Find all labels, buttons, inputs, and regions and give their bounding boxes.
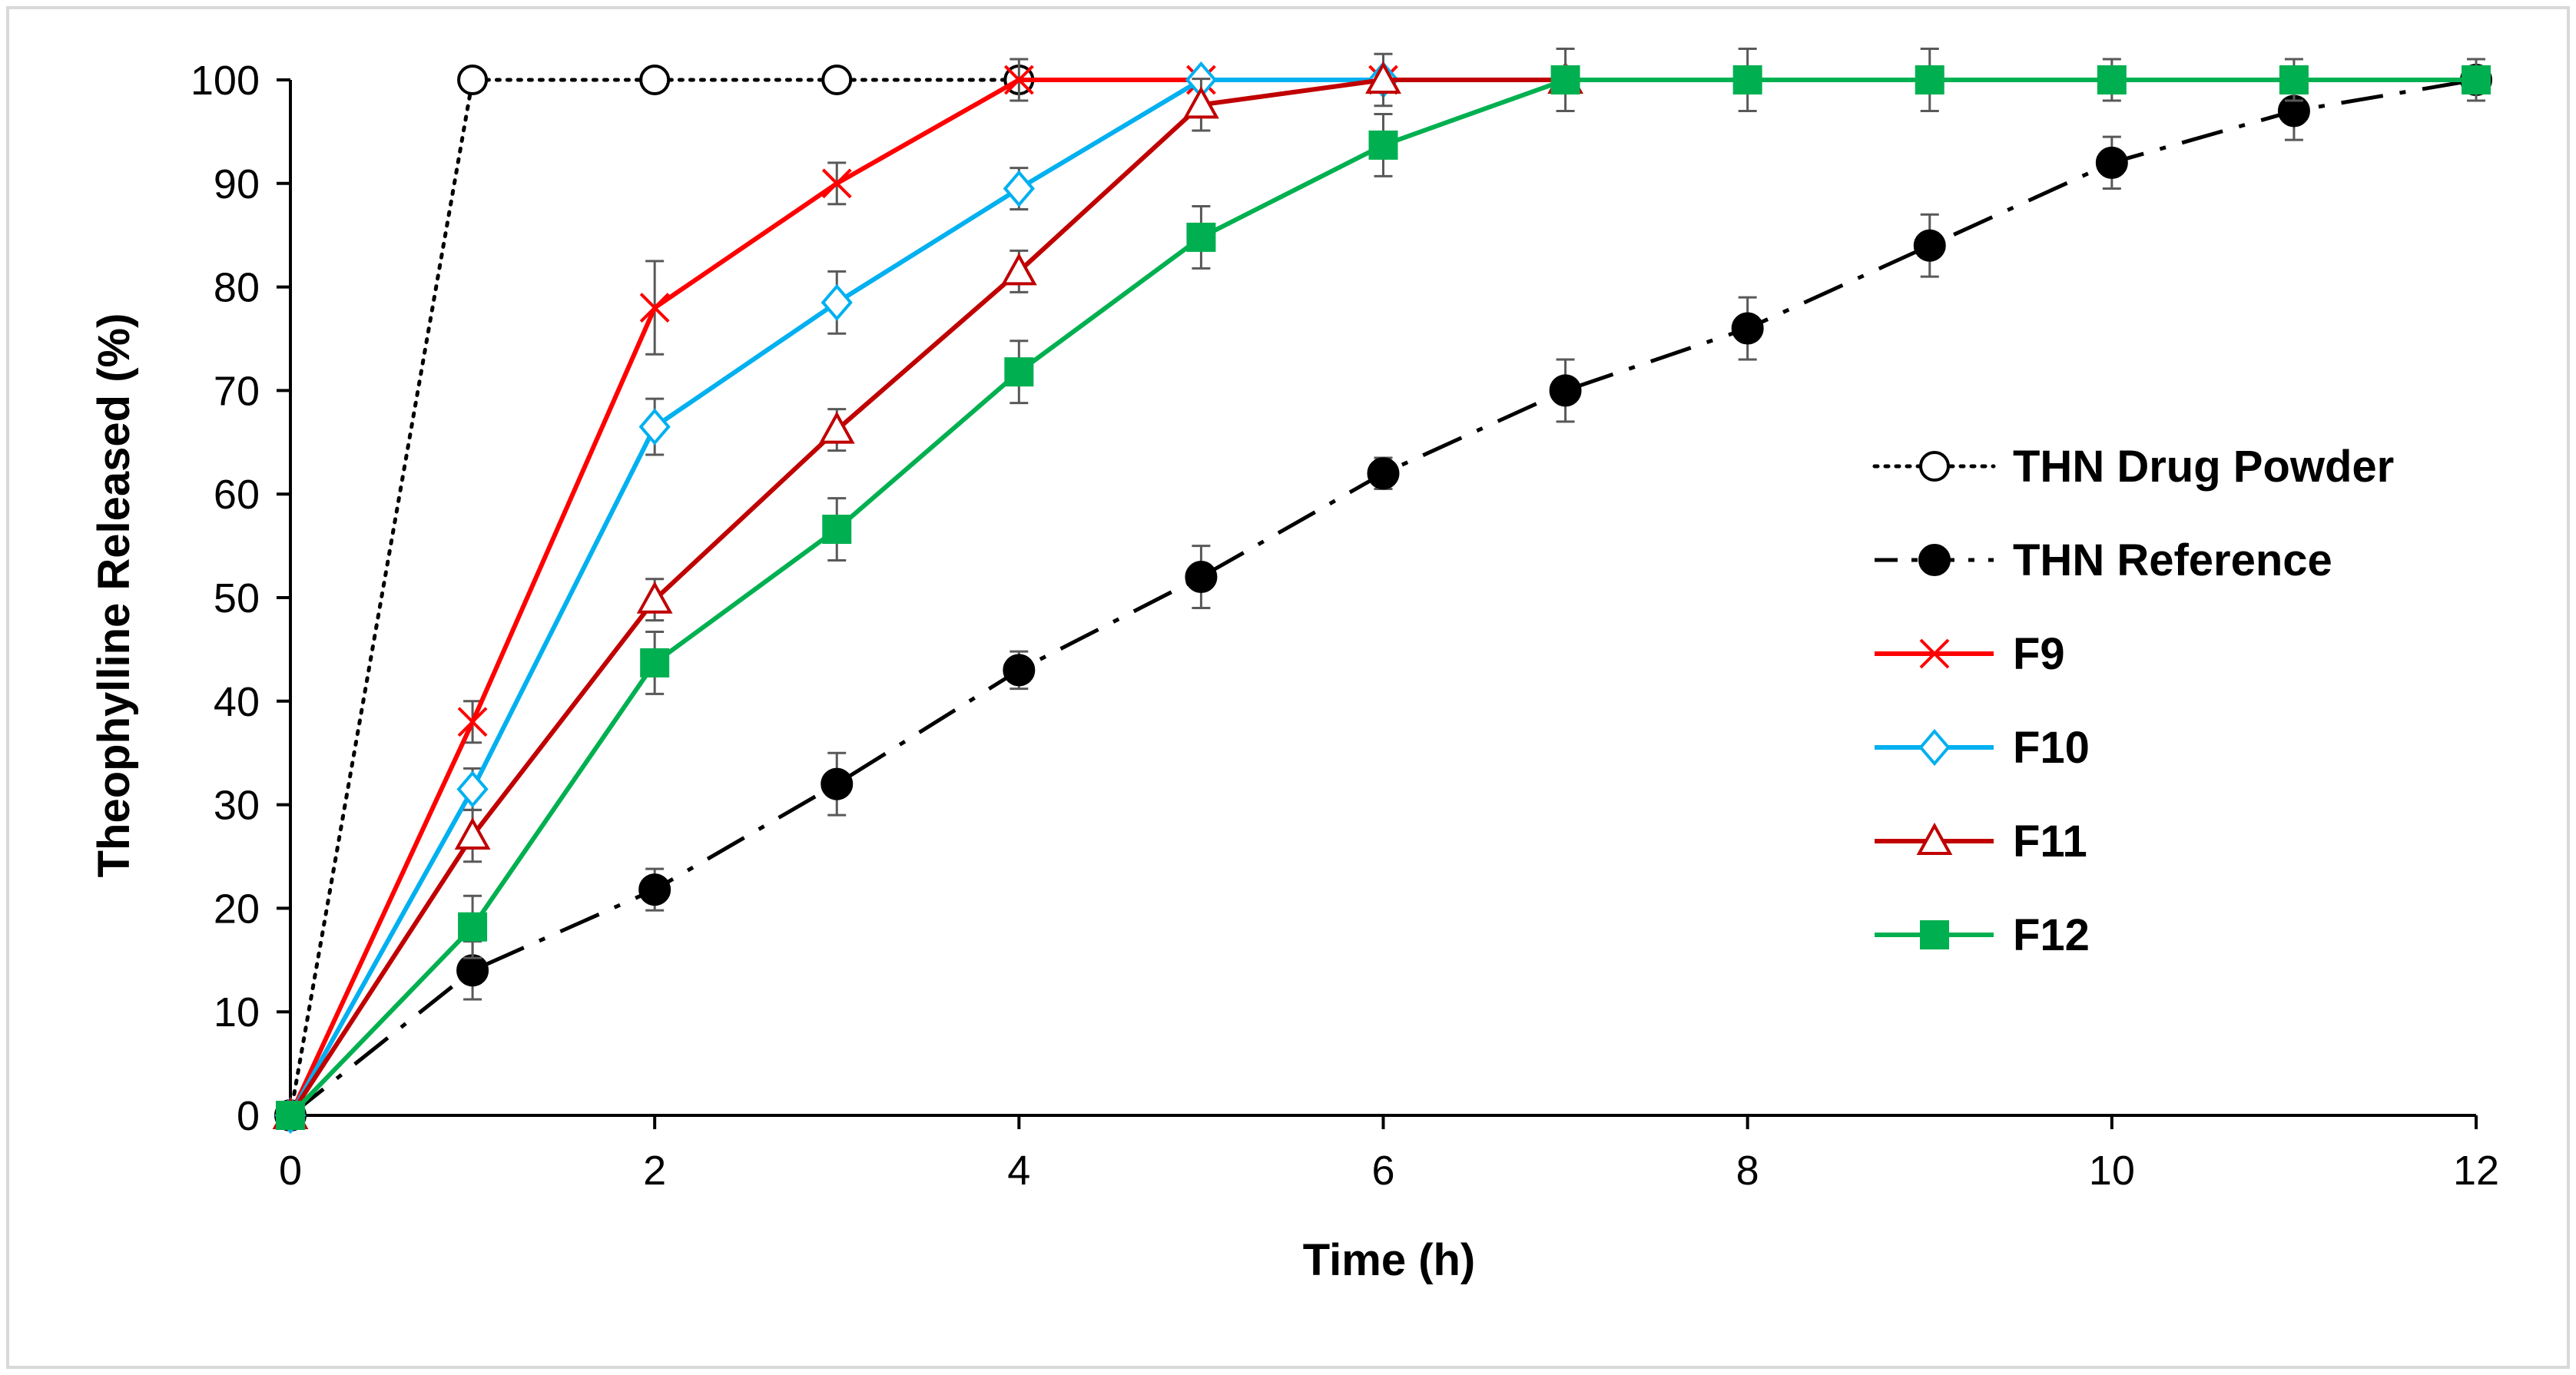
- plot-area: [272, 48, 2492, 1135]
- data-point: [639, 65, 671, 95]
- data-point: [1732, 65, 1762, 94]
- data-point: [454, 817, 491, 850]
- data-point: [1365, 61, 1401, 94]
- y-tick-label: 60: [214, 472, 260, 518]
- y-tick-label: 20: [214, 886, 260, 932]
- data-point: [456, 954, 489, 987]
- data-point: [640, 648, 670, 678]
- data-point: [1003, 65, 1034, 95]
- data-point: [456, 770, 489, 808]
- data-point: [822, 515, 852, 545]
- data-point: [458, 912, 488, 942]
- data-point: [2279, 65, 2309, 94]
- legend-swatch-marker: [1919, 451, 1950, 482]
- data-point: [1183, 86, 1219, 119]
- data-point: [2462, 65, 2491, 94]
- data-point: [1915, 65, 1944, 94]
- data-point: [1368, 130, 1398, 160]
- data-point: [1367, 457, 1400, 490]
- legend-label: THN Drug Powder: [2013, 442, 2394, 492]
- data-point: [276, 1101, 305, 1130]
- x-axis-title: Time (h): [1303, 1235, 1476, 1285]
- y-axis-title: Theophylline Released (%): [89, 313, 139, 878]
- data-point: [1186, 222, 1216, 252]
- data-point: [457, 707, 488, 737]
- legend-swatch-marker: [1918, 728, 1951, 767]
- data-point: [821, 767, 854, 800]
- legend-item: F11: [1875, 817, 2087, 866]
- legend-swatch-marker: [1920, 920, 1949, 949]
- y-tick-label: 30: [214, 783, 260, 829]
- x-tick-label: 4: [1007, 1148, 1030, 1194]
- data-point: [1003, 170, 1035, 207]
- legend-swatch-marker: [1918, 544, 1951, 576]
- y-tick-label: 70: [214, 368, 260, 414]
- x-tick-label: 2: [643, 1148, 666, 1194]
- y-tick-label: 10: [214, 989, 260, 1035]
- chart-frame: [6, 6, 2570, 1369]
- data-point: [821, 168, 852, 199]
- axes: 0 10 20 30 40 50 60 70 80 90 100 0 2 4 6 8 10 12: [191, 58, 2499, 1194]
- series-f11: [272, 52, 1583, 1129]
- legend-item: THN Drug Powder: [1872, 442, 2394, 492]
- data-point: [821, 65, 853, 95]
- x-tick-label: 12: [2453, 1148, 2499, 1194]
- legend-label: F10: [2013, 723, 2090, 773]
- y-tick-label: 80: [214, 265, 260, 311]
- x-tick-label: 8: [1736, 1148, 1759, 1194]
- data-point: [818, 411, 855, 444]
- data-point: [2097, 65, 2127, 94]
- legend: THN Drug Powder THN Reference F9 F10 F11 F12: [1872, 442, 2394, 960]
- x-tick-label: 0: [279, 1148, 302, 1194]
- legend-swatch-marker: [1919, 638, 1950, 669]
- data-point: [638, 873, 671, 906]
- legend-label: F11: [2013, 817, 2087, 866]
- x-tick-label: 6: [1371, 1148, 1394, 1194]
- series-markers: [276, 65, 2491, 1130]
- data-point: [1731, 312, 1764, 345]
- legend-item: F12: [1875, 910, 2090, 960]
- legend-item: F9: [1875, 629, 2065, 679]
- series-line: [288, 78, 1021, 1118]
- legend-item: THN Reference: [1875, 535, 2332, 585]
- y-tick-label: 0: [237, 1093, 260, 1139]
- legend-label: F12: [2013, 910, 2090, 960]
- data-point: [1550, 65, 1580, 94]
- y-tick-label: 50: [214, 575, 260, 621]
- legend-label: THN Reference: [2013, 535, 2332, 585]
- y-tick-label: 40: [214, 679, 260, 725]
- legend-swatch-marker: [1916, 822, 1953, 855]
- y-tick-label: 90: [214, 161, 260, 207]
- data-point: [1003, 654, 1036, 687]
- data-point: [1185, 561, 1218, 594]
- legend-item: F10: [1875, 723, 2090, 773]
- x-tick-label: 10: [2089, 1148, 2135, 1194]
- data-point: [638, 408, 671, 446]
- series-f12: [276, 48, 2491, 1130]
- data-point: [639, 293, 670, 323]
- data-point: [821, 283, 853, 321]
- data-point: [2095, 146, 2128, 179]
- data-point: [1549, 374, 1582, 407]
- y-tick-label: 100: [191, 58, 260, 104]
- data-point: [457, 65, 489, 95]
- data-point: [1004, 357, 1034, 387]
- data-point: [1000, 253, 1037, 286]
- series-line: [288, 78, 1566, 1117]
- data-point: [636, 581, 673, 614]
- data-point: [1913, 229, 1946, 262]
- legend-label: F9: [2013, 629, 2065, 679]
